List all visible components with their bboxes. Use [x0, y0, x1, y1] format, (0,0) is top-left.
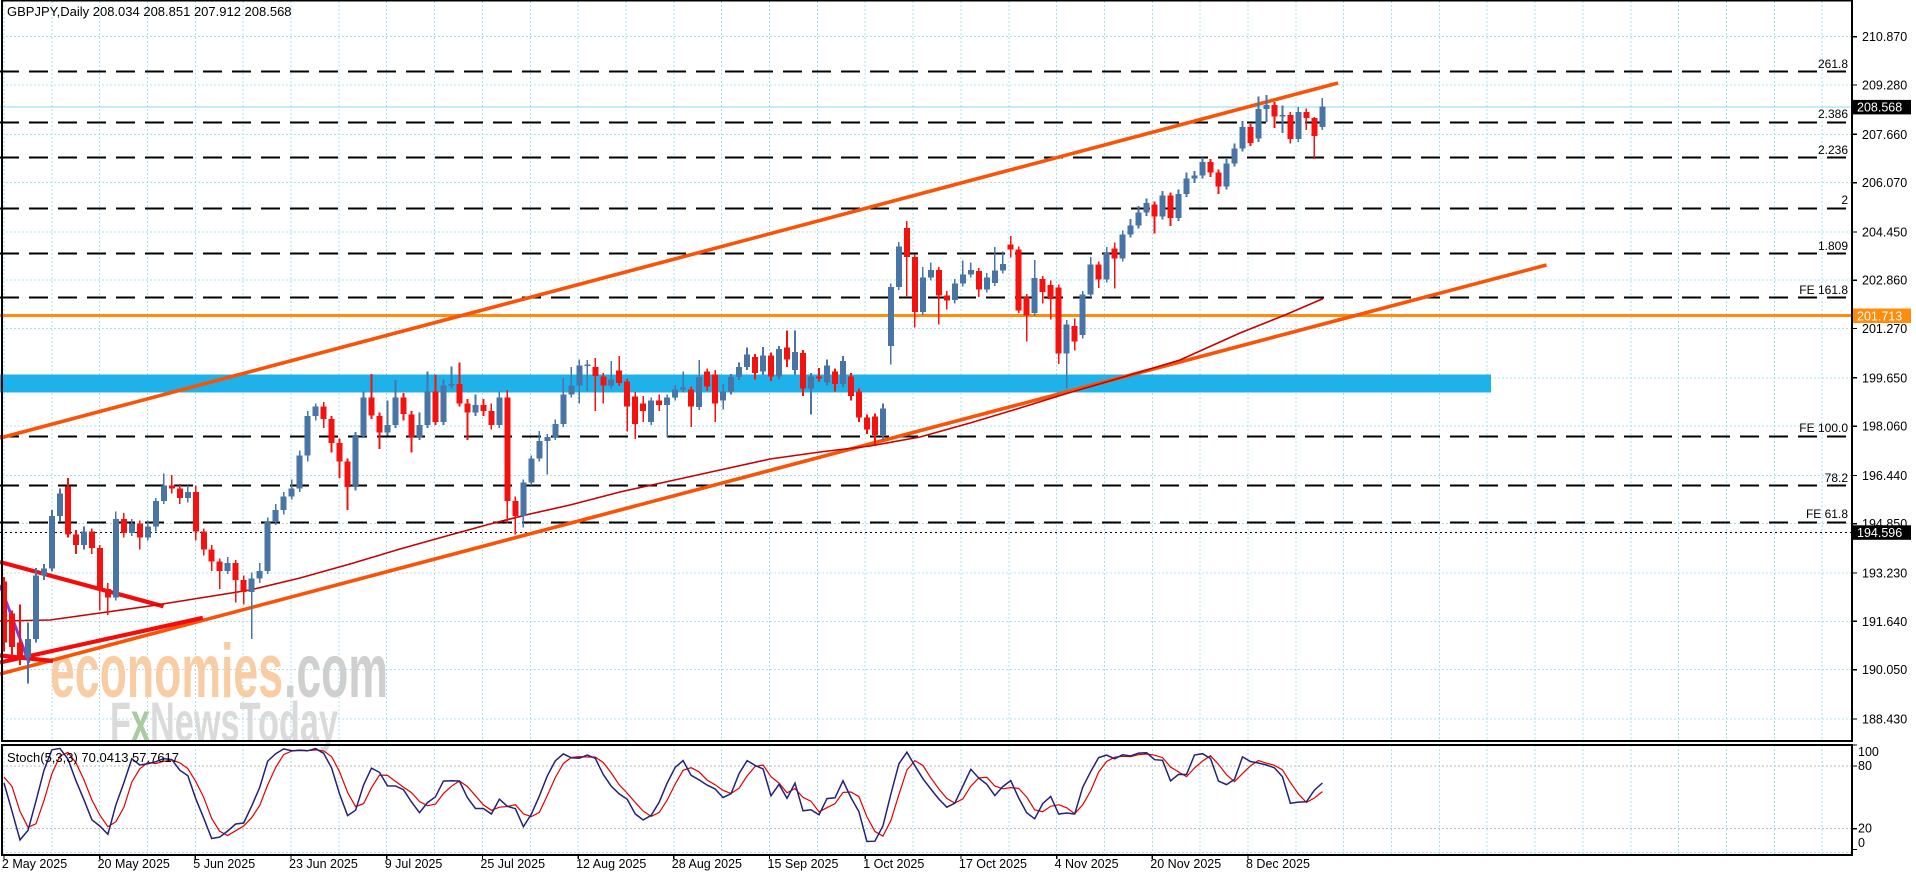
svg-text:5 Jun 2025: 5 Jun 2025 [193, 857, 255, 871]
svg-text:2: 2 [1841, 193, 1848, 207]
svg-text:17 Oct 2025: 17 Oct 2025 [959, 857, 1027, 871]
svg-text:15 Sep 2025: 15 Sep 2025 [768, 857, 839, 871]
svg-text:23 Jun 2025: 23 Jun 2025 [289, 857, 358, 871]
svg-text:20: 20 [1858, 822, 1872, 836]
svg-text:8 Dec 2025: 8 Dec 2025 [1246, 857, 1310, 871]
svg-text:2 May 2025: 2 May 2025 [2, 857, 67, 871]
svg-text:193.230: 193.230 [1862, 567, 1907, 581]
svg-text:188.430: 188.430 [1862, 712, 1907, 726]
svg-text:1 Oct 2025: 1 Oct 2025 [863, 857, 924, 871]
svg-text:FE 100.0: FE 100.0 [1799, 421, 1848, 435]
svg-text:199.650: 199.650 [1862, 371, 1907, 385]
svg-text:209.280: 209.280 [1862, 79, 1907, 93]
svg-text:201.270: 201.270 [1862, 322, 1907, 336]
svg-text:196.440: 196.440 [1862, 469, 1907, 483]
svg-text:2.236: 2.236 [1818, 143, 1848, 157]
svg-text:1.809: 1.809 [1818, 239, 1848, 253]
svg-text:210.870: 210.870 [1862, 30, 1907, 44]
svg-text:202.860: 202.860 [1862, 274, 1907, 288]
svg-text:2.386: 2.386 [1818, 107, 1848, 121]
svg-text:0: 0 [1858, 836, 1865, 850]
svg-text:GBPJPY,Daily 208.034 208.851: GBPJPY,Daily 208.034 208.851 207.912 208… [7, 4, 292, 19]
svg-text:FxNewsToday: FxNewsToday [110, 690, 338, 753]
svg-text:12 Aug 2025: 12 Aug 2025 [576, 857, 646, 871]
svg-text:20 May 2025: 20 May 2025 [98, 857, 170, 871]
svg-text:206.070: 206.070 [1862, 176, 1907, 190]
svg-text:80: 80 [1858, 759, 1872, 773]
svg-text:198.060: 198.060 [1862, 420, 1907, 434]
svg-text:208.568: 208.568 [1857, 101, 1902, 115]
svg-text:.com: .com [284, 629, 388, 714]
svg-text:25 Jul 2025: 25 Jul 2025 [480, 857, 545, 871]
svg-text:78.2: 78.2 [1825, 471, 1849, 485]
svg-text:190.050: 190.050 [1862, 663, 1907, 677]
svg-text:4 Nov 2025: 4 Nov 2025 [1055, 857, 1119, 871]
svg-text:201.713: 201.713 [1857, 309, 1902, 323]
svg-text:20 Nov 2025: 20 Nov 2025 [1150, 857, 1221, 871]
svg-text:FE 61.8: FE 61.8 [1806, 507, 1848, 521]
svg-text:9 Jul 2025: 9 Jul 2025 [385, 857, 443, 871]
svg-text:204.450: 204.450 [1862, 225, 1907, 239]
svg-text:207.660: 207.660 [1862, 128, 1907, 142]
svg-text:FE 161.8: FE 161.8 [1799, 283, 1848, 297]
svg-text:100: 100 [1858, 745, 1879, 759]
svg-text:28 Aug 2025: 28 Aug 2025 [672, 857, 742, 871]
svg-text:194.596: 194.596 [1857, 526, 1902, 540]
svg-text:Stoch(5,3,3) 70.0413 57.7617: Stoch(5,3,3) 70.0413 57.7617 [7, 750, 179, 765]
svg-text:261.8: 261.8 [1818, 57, 1848, 71]
svg-text:191.640: 191.640 [1862, 615, 1907, 629]
